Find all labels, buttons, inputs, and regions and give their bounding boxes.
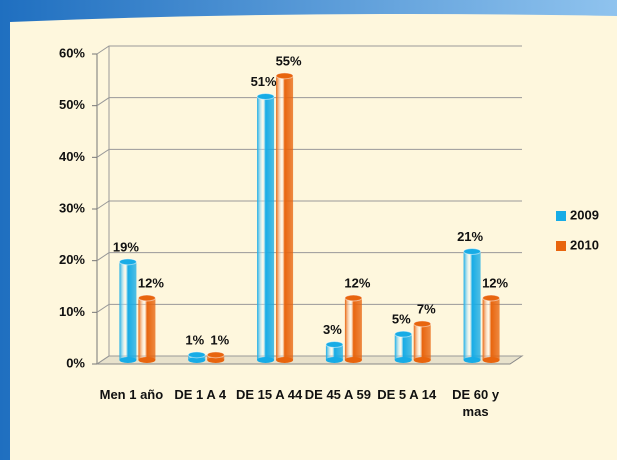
- bar-body: [394, 334, 412, 360]
- value-label: 12%: [482, 275, 508, 290]
- grid-line: [96, 97, 522, 107]
- bar-top: [325, 341, 344, 348]
- x-tick-label: DE 1 A 4: [174, 387, 227, 402]
- value-label: 1%: [210, 332, 229, 347]
- x-tick-label: Men 1 año: [99, 387, 164, 402]
- y-tick-label: 30%: [59, 200, 85, 215]
- bar: [118, 258, 137, 363]
- bar-top: [394, 330, 413, 338]
- x-tick-label: DE 60 y mas: [452, 387, 500, 419]
- bar-top: [137, 294, 156, 302]
- bar: [275, 72, 294, 363]
- bar: [187, 351, 206, 363]
- grid-line: [96, 252, 522, 262]
- x-tick-label: DE 5 A 14: [377, 387, 437, 402]
- y-tick-label: 10%: [59, 304, 85, 319]
- bar-top: [344, 294, 363, 302]
- legend-label: 2010: [570, 237, 599, 252]
- bar-top: [256, 93, 275, 100]
- bar: [325, 341, 344, 363]
- grid-line: [96, 200, 522, 210]
- bar-bottom: [119, 357, 137, 363]
- value-label: 1%: [185, 332, 204, 347]
- bar-bottom: [344, 357, 362, 363]
- bar-bottom: [482, 357, 500, 363]
- bar-body: [482, 298, 500, 360]
- bar-body: [344, 298, 362, 360]
- legend-swatch: [556, 241, 566, 251]
- legend-label: 2009: [570, 207, 599, 222]
- bar-top: [482, 294, 501, 302]
- y-tick-label: 20%: [59, 252, 85, 267]
- grid-line: [96, 45, 522, 55]
- value-label: 5%: [392, 312, 411, 327]
- bar-bottom: [276, 357, 294, 363]
- bar-bottom: [138, 357, 156, 363]
- value-label: 19%: [113, 239, 139, 254]
- bar: [482, 294, 501, 363]
- bar-body: [413, 323, 431, 360]
- floor: [95, 355, 524, 365]
- grid-line: [96, 303, 522, 313]
- y-tick-label: 60%: [59, 45, 85, 60]
- bar: [256, 93, 275, 363]
- bar-top: [463, 248, 482, 255]
- value-label: 7%: [417, 301, 436, 316]
- bar-bottom: [325, 357, 343, 363]
- bar-bottom: [207, 357, 225, 363]
- bar-top: [413, 320, 432, 328]
- value-label: 51%: [251, 74, 277, 89]
- bar: [413, 320, 432, 363]
- bar: [394, 330, 413, 363]
- bar-body: [325, 344, 343, 360]
- bar-top: [118, 258, 137, 266]
- bar-body: [257, 96, 275, 360]
- bar-body: [138, 298, 156, 360]
- y-tick-label: 40%: [59, 149, 85, 164]
- bar-top: [275, 72, 294, 80]
- bar: [344, 294, 363, 363]
- y-tick-label: 50%: [59, 97, 85, 112]
- value-label: 12%: [138, 275, 164, 290]
- bar-top: [206, 351, 225, 359]
- value-label: 12%: [344, 275, 370, 290]
- bar-bottom: [463, 357, 481, 363]
- x-tick-label: DE 15 A 44: [235, 387, 303, 402]
- bar-body: [119, 261, 137, 360]
- value-label: 55%: [276, 53, 302, 68]
- value-label: 3%: [323, 322, 342, 337]
- legend-swatch: [556, 211, 566, 221]
- x-tick-label: DE 45 A 59: [304, 387, 372, 402]
- bar-bottom: [394, 357, 412, 363]
- bar-top: [187, 351, 206, 359]
- y-tick-label: 0%: [66, 355, 85, 370]
- bar: [206, 351, 225, 363]
- bar-bottom: [188, 357, 206, 363]
- value-label: 21%: [457, 229, 483, 244]
- grid-line: [96, 148, 522, 158]
- bar-bottom: [257, 357, 275, 363]
- bar-body: [463, 251, 481, 360]
- bar-body: [276, 75, 294, 360]
- bar: [463, 248, 482, 363]
- bar: [137, 294, 156, 363]
- bar-bottom: [413, 357, 431, 363]
- grid-line: [96, 355, 522, 365]
